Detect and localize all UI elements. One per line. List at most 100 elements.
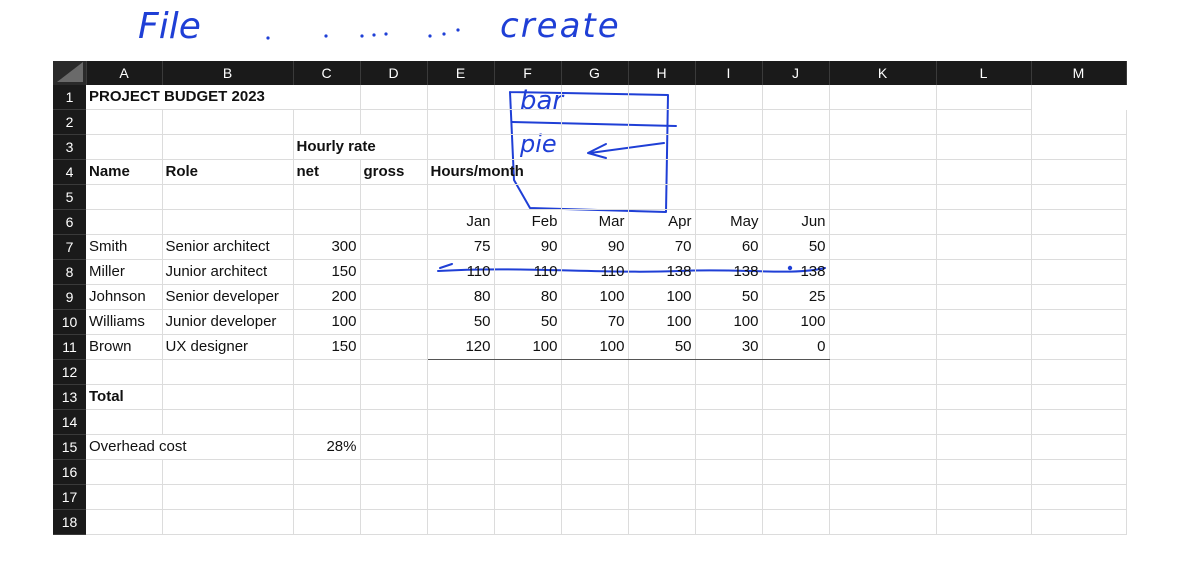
hourly-rate-header[interactable]: Hourly rate: [293, 134, 428, 160]
cell[interactable]: [762, 85, 830, 110]
overhead-value[interactable]: 28%: [293, 434, 361, 460]
row-header-17[interactable]: 17: [53, 484, 86, 510]
month-header-apr[interactable]: Apr: [628, 209, 696, 235]
staff-name[interactable]: Brown: [86, 334, 163, 360]
month-header-jan[interactable]: Jan: [427, 209, 495, 235]
column-header-i[interactable]: I: [695, 61, 763, 85]
overhead-label[interactable]: Overhead cost: [86, 434, 294, 460]
staff-role[interactable]: Senior architect: [162, 234, 294, 260]
row-header-1[interactable]: 1: [53, 85, 86, 110]
hours-cell[interactable]: 100: [561, 334, 629, 360]
column-header-a[interactable]: A: [86, 61, 163, 85]
staff-rate[interactable]: 100: [293, 309, 361, 335]
month-header-jun[interactable]: Jun: [762, 209, 830, 235]
row-header-2[interactable]: 2: [53, 109, 86, 135]
hours-cell[interactable]: 50: [427, 309, 495, 335]
row-header-18[interactable]: 18: [53, 509, 86, 535]
cell[interactable]: [936, 85, 1032, 110]
row-header-16[interactable]: 16: [53, 459, 86, 485]
row-header-8[interactable]: 8: [53, 259, 86, 285]
hours-cell[interactable]: 110: [494, 259, 562, 285]
hours-cell[interactable]: 110: [427, 259, 495, 285]
gross-header[interactable]: gross: [360, 159, 428, 185]
column-header-c[interactable]: C: [293, 61, 361, 85]
staff-name[interactable]: Williams: [86, 309, 163, 335]
hours-cell[interactable]: 70: [561, 309, 629, 335]
row-header-4[interactable]: 4: [53, 159, 86, 185]
hours-cell[interactable]: 138: [695, 259, 763, 285]
hours-cell[interactable]: 90: [494, 234, 562, 260]
hours-cell[interactable]: 50: [494, 309, 562, 335]
hours-cell[interactable]: 25: [762, 284, 830, 310]
hours-cell[interactable]: 50: [762, 234, 830, 260]
cell[interactable]: [829, 85, 937, 110]
hours-month-header[interactable]: Hours/month: [427, 159, 562, 185]
column-header-j[interactable]: J: [762, 61, 830, 85]
total-label[interactable]: Total: [86, 384, 163, 410]
row-header-12[interactable]: 12: [53, 359, 86, 385]
staff-rate[interactable]: 300: [293, 234, 361, 260]
column-header-e[interactable]: E: [427, 61, 495, 85]
month-header-mar[interactable]: Mar: [561, 209, 629, 235]
hours-cell[interactable]: 100: [695, 309, 763, 335]
month-header-feb[interactable]: Feb: [494, 209, 562, 235]
hours-cell[interactable]: 110: [561, 259, 629, 285]
hours-cell[interactable]: 0: [762, 334, 830, 360]
cell[interactable]: [427, 85, 495, 110]
row-header-10[interactable]: 10: [53, 309, 86, 335]
staff-role[interactable]: Junior developer: [162, 309, 294, 335]
column-header-d[interactable]: D: [360, 61, 428, 85]
row-header-7[interactable]: 7: [53, 234, 86, 260]
staff-name[interactable]: Johnson: [86, 284, 163, 310]
staff-rate[interactable]: 150: [293, 334, 361, 360]
row-header-3[interactable]: 3: [53, 134, 86, 160]
staff-name[interactable]: Miller: [86, 259, 163, 285]
row-header-9[interactable]: 9: [53, 284, 86, 310]
month-header-may[interactable]: May: [695, 209, 763, 235]
column-header-f[interactable]: F: [494, 61, 562, 85]
hours-cell[interactable]: 80: [494, 284, 562, 310]
hours-cell[interactable]: 100: [561, 284, 629, 310]
name-header[interactable]: Name: [86, 159, 163, 185]
staff-rate[interactable]: 200: [293, 284, 361, 310]
hours-cell[interactable]: 100: [628, 309, 696, 335]
column-header-k[interactable]: K: [829, 61, 937, 85]
hours-cell[interactable]: 100: [494, 334, 562, 360]
row-header-6[interactable]: 6: [53, 209, 86, 235]
hours-cell[interactable]: 70: [628, 234, 696, 260]
row-header-15[interactable]: 15: [53, 434, 86, 460]
role-header[interactable]: Role: [162, 159, 294, 185]
hours-cell[interactable]: 50: [695, 284, 763, 310]
cell[interactable]: [628, 85, 696, 110]
column-header-b[interactable]: B: [162, 61, 294, 85]
title-cell[interactable]: PROJECT BUDGET 2023: [86, 85, 361, 110]
cell[interactable]: [695, 85, 763, 110]
hours-cell[interactable]: 138: [628, 259, 696, 285]
row-header-5[interactable]: 5: [53, 184, 86, 210]
cell[interactable]: [360, 85, 428, 110]
hours-cell[interactable]: 120: [427, 334, 495, 360]
column-header-g[interactable]: G: [561, 61, 629, 85]
net-header[interactable]: net: [293, 159, 361, 185]
hours-cell[interactable]: 60: [695, 234, 763, 260]
staff-name[interactable]: Smith: [86, 234, 163, 260]
hours-cell[interactable]: 90: [561, 234, 629, 260]
hours-cell[interactable]: 30: [695, 334, 763, 360]
column-header-m[interactable]: M: [1031, 61, 1127, 85]
row-header-13[interactable]: 13: [53, 384, 86, 410]
hours-cell[interactable]: 50: [628, 334, 696, 360]
hours-cell[interactable]: 100: [628, 284, 696, 310]
hours-cell[interactable]: 138: [762, 259, 830, 285]
hours-cell[interactable]: 100: [762, 309, 830, 335]
select-all-corner[interactable]: [53, 61, 87, 85]
hours-cell[interactable]: 80: [427, 284, 495, 310]
staff-role[interactable]: UX designer: [162, 334, 294, 360]
staff-rate[interactable]: 150: [293, 259, 361, 285]
cell[interactable]: [494, 85, 562, 110]
hours-cell[interactable]: 75: [427, 234, 495, 260]
staff-role[interactable]: Junior architect: [162, 259, 294, 285]
column-header-h[interactable]: H: [628, 61, 696, 85]
row-header-14[interactable]: 14: [53, 409, 86, 435]
cell[interactable]: [561, 85, 629, 110]
row-header-11[interactable]: 11: [53, 334, 86, 360]
